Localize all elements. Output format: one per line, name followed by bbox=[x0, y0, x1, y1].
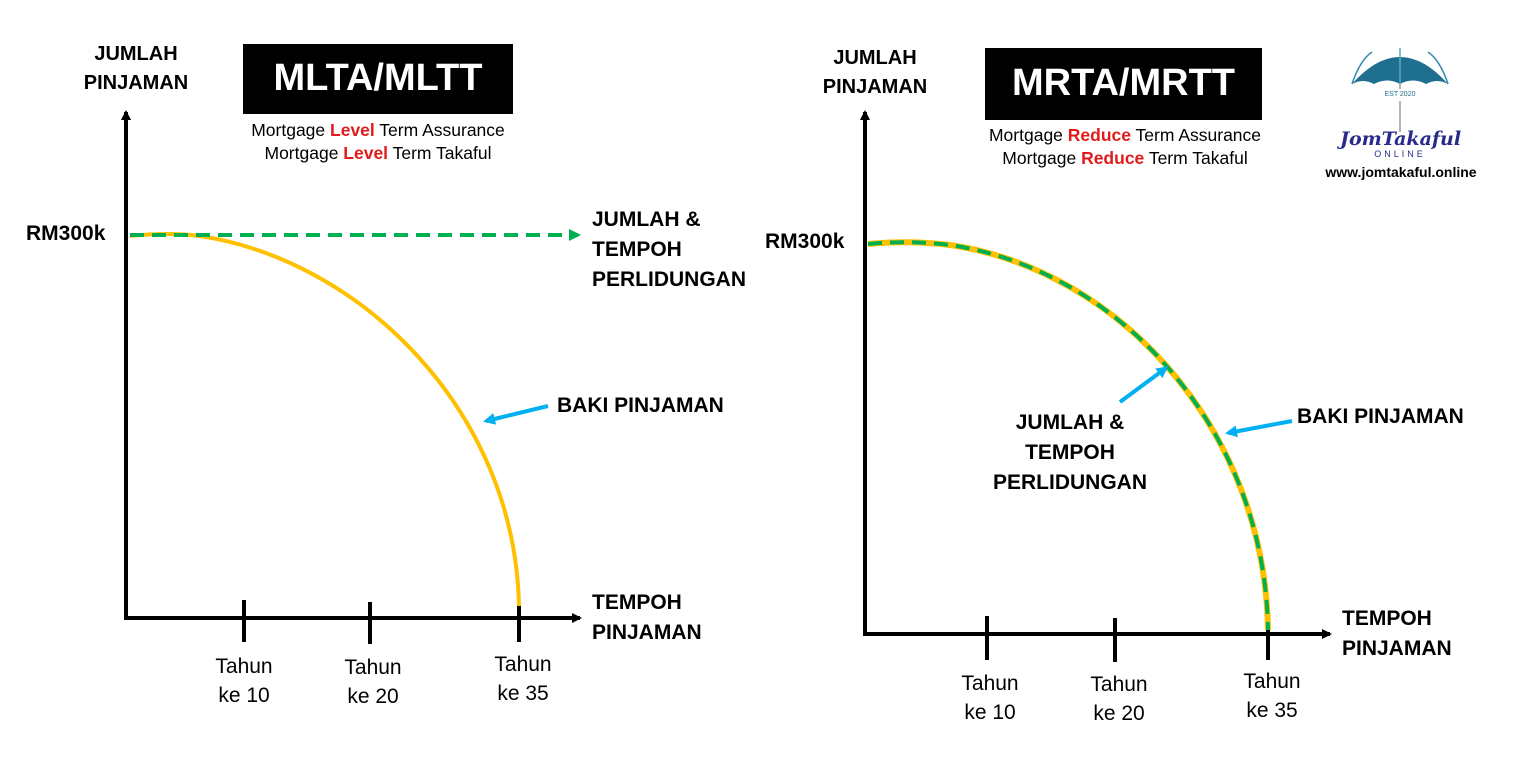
left-x-axis-label-line2: PINJAMAN bbox=[592, 621, 702, 644]
right-subtitle1-highlight: Reduce bbox=[1067, 125, 1131, 145]
left-title-text: MLTA/MLTT bbox=[273, 57, 483, 99]
left-coverage-label: JUMLAH & TEMPOH PERLIDUNGAN bbox=[592, 205, 746, 295]
left-tick-label-10: Tahun ke 10 bbox=[204, 652, 284, 710]
left-x-axis-label: TEMPOH PINJAMAN bbox=[592, 588, 702, 648]
left-y-axis-label-line1: JUMLAH bbox=[94, 43, 178, 65]
right-coverage-label-line2: TEMPOH bbox=[1025, 441, 1115, 464]
right-subtitle-line2: Mortgage Reduce Term Takaful bbox=[965, 147, 1285, 170]
right-coverage-curve bbox=[867, 240, 1270, 631]
left-tick-label-35-line2: ke 35 bbox=[497, 682, 549, 705]
left-coverage-label-line1: JUMLAH & bbox=[592, 208, 701, 231]
right-tick-label-20: Tahun ke 20 bbox=[1079, 670, 1159, 728]
left-subtitle-line1: Mortgage Level Term Assurance bbox=[218, 119, 538, 142]
left-subtitle1-post: Term Assurance bbox=[374, 120, 505, 140]
right-x-axis-label: TEMPOH PINJAMAN bbox=[1342, 604, 1452, 664]
right-subtitle2-post: Term Takaful bbox=[1144, 148, 1248, 168]
right-y-axis-label-line1: JUMLAH bbox=[833, 47, 917, 69]
right-x-axis-label-line1: TEMPOH bbox=[1342, 607, 1432, 630]
left-title: MLTA/MLTT bbox=[243, 44, 513, 114]
right-subtitle1-post: Term Assurance bbox=[1131, 125, 1262, 145]
right-coverage-label-line1: JUMLAH & bbox=[1015, 411, 1125, 434]
left-subtitle2-post: Term Takaful bbox=[388, 143, 492, 163]
right-tick-label-10-line2: ke 10 bbox=[964, 701, 1016, 724]
left-tick-label-10-line1: Tahun bbox=[215, 655, 273, 678]
right-chart bbox=[860, 110, 1332, 662]
right-y-value-label: RM300k bbox=[765, 230, 845, 253]
umbrella-icon bbox=[1351, 48, 1449, 132]
right-y-axis-label-line2: PINJAMAN bbox=[822, 76, 928, 98]
left-chart bbox=[121, 110, 582, 644]
left-balance-curve bbox=[129, 232, 521, 607]
right-tick-label-20-line2: ke 20 bbox=[1093, 702, 1145, 725]
right-coverage-label: JUMLAH & TEMPOH PERLIDUNGAN bbox=[985, 408, 1155, 498]
right-balance-label: BAKI PINJAMAN bbox=[1297, 405, 1464, 428]
right-title: MRTA/MRTT bbox=[985, 48, 1262, 120]
right-balance-pointer-arrow bbox=[1225, 419, 1293, 438]
right-subtitle-line1: Mortgage Reduce Term Assurance bbox=[965, 124, 1285, 147]
right-subtitle2-pre: Mortgage bbox=[1002, 148, 1082, 168]
right-tick-label-10-line1: Tahun bbox=[961, 672, 1019, 695]
right-subtitle1-pre: Mortgage bbox=[988, 125, 1068, 145]
left-subtitle-line2: Mortgage Level Term Takaful bbox=[218, 142, 538, 165]
right-title-text: MRTA/MRTT bbox=[1011, 62, 1235, 104]
right-tick-label-35-line1: Tahun bbox=[1243, 670, 1301, 693]
right-tick-label-20-line1: Tahun bbox=[1090, 673, 1148, 696]
left-balance-label: BAKI PINJAMAN bbox=[557, 394, 724, 417]
left-y-value-label: RM300k bbox=[26, 222, 106, 245]
left-x-axis-label-line1: TEMPOH bbox=[592, 591, 682, 614]
left-balance-pointer-arrow bbox=[483, 404, 549, 425]
right-tick-label-35: Tahun ke 35 bbox=[1232, 667, 1312, 725]
logo-brand: JomTakaful bbox=[1340, 128, 1462, 150]
left-subtitle1-highlight: Level bbox=[330, 120, 375, 140]
left-tick-label-20: Tahun ke 20 bbox=[333, 653, 413, 711]
right-coverage-label-line3: PERLIDUNGAN bbox=[992, 471, 1147, 494]
left-subtitle: Mortgage Level Term Assurance Mortgage L… bbox=[218, 119, 538, 165]
left-subtitle2-highlight: Level bbox=[343, 143, 389, 163]
left-tick-label-35-line1: Tahun bbox=[494, 653, 552, 676]
right-tick-label-35-line2: ke 35 bbox=[1246, 699, 1298, 722]
right-coverage-pointer-arrow bbox=[1118, 366, 1169, 404]
left-tick-label-20-line2: ke 20 bbox=[347, 685, 399, 708]
left-tick-label-20-line1: Tahun bbox=[344, 656, 402, 679]
right-subtitle: Mortgage Reduce Term Assurance Mortgage … bbox=[965, 124, 1285, 170]
logo-brand-sub: ONLINE bbox=[1374, 149, 1426, 159]
left-coverage-label-line2: TEMPOH bbox=[592, 238, 682, 261]
left-tick-label-35: Tahun ke 35 bbox=[483, 650, 563, 708]
left-subtitle2-pre: Mortgage bbox=[264, 143, 344, 163]
left-coverage-label-line3: PERLIDUNGAN bbox=[592, 268, 747, 291]
right-subtitle2-highlight: Reduce bbox=[1081, 148, 1145, 168]
left-subtitle1-pre: Mortgage bbox=[251, 120, 331, 140]
logo-website: www.jomtakaful.online bbox=[1325, 164, 1477, 180]
left-y-axis-label: JUMLAH PINJAMAN bbox=[72, 40, 200, 98]
logo-est: EST 2020 bbox=[1384, 91, 1416, 98]
left-tick-label-10-line2: ke 10 bbox=[218, 684, 270, 707]
right-y-axis-label: JUMLAH PINJAMAN bbox=[811, 44, 939, 102]
right-x-axis-label-line2: PINJAMAN bbox=[1342, 637, 1452, 660]
right-tick-label-10: Tahun ke 10 bbox=[950, 669, 1030, 727]
left-y-axis-label-line2: PINJAMAN bbox=[83, 72, 189, 94]
